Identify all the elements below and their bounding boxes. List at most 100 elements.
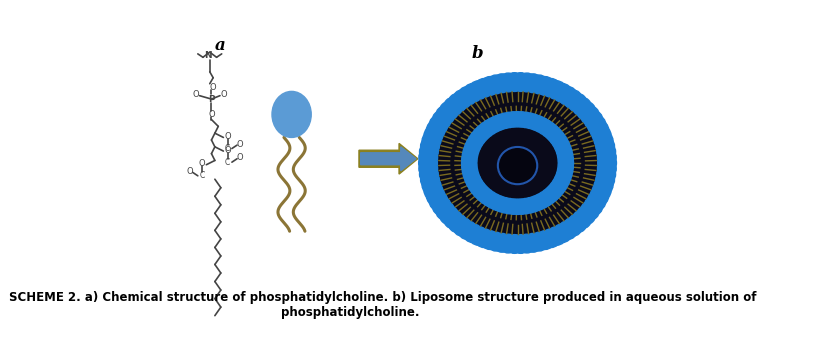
Ellipse shape [568, 214, 587, 232]
Ellipse shape [420, 137, 439, 156]
Ellipse shape [580, 201, 599, 220]
Ellipse shape [597, 142, 616, 161]
Ellipse shape [511, 235, 530, 253]
Text: O: O [224, 132, 231, 141]
Ellipse shape [429, 192, 448, 210]
Ellipse shape [534, 117, 549, 133]
Ellipse shape [475, 229, 493, 248]
Ellipse shape [420, 165, 438, 184]
Ellipse shape [541, 189, 557, 204]
Ellipse shape [572, 210, 591, 229]
Ellipse shape [432, 111, 451, 130]
Ellipse shape [558, 152, 573, 167]
Ellipse shape [596, 137, 614, 156]
Text: phosphatidylcholine.: phosphatidylcholine. [281, 306, 420, 319]
Ellipse shape [461, 155, 477, 171]
Ellipse shape [594, 176, 613, 195]
Ellipse shape [469, 81, 488, 100]
Text: a: a [214, 37, 225, 54]
Ellipse shape [549, 180, 565, 196]
Ellipse shape [536, 77, 555, 95]
Ellipse shape [419, 159, 438, 178]
Ellipse shape [598, 154, 617, 173]
Ellipse shape [444, 97, 462, 116]
Ellipse shape [526, 196, 542, 212]
Ellipse shape [465, 170, 479, 186]
Ellipse shape [592, 181, 611, 200]
Text: O: O [224, 146, 231, 155]
Ellipse shape [511, 73, 530, 91]
Text: P: P [209, 95, 215, 104]
Ellipse shape [558, 155, 574, 171]
Ellipse shape [594, 131, 613, 150]
Ellipse shape [479, 122, 494, 137]
Ellipse shape [479, 189, 494, 204]
Ellipse shape [444, 210, 462, 229]
Ellipse shape [587, 192, 606, 210]
Ellipse shape [429, 116, 448, 134]
Ellipse shape [548, 81, 566, 100]
Ellipse shape [463, 167, 479, 182]
Ellipse shape [461, 152, 477, 167]
Ellipse shape [568, 93, 587, 112]
Ellipse shape [597, 165, 616, 184]
Ellipse shape [458, 87, 477, 105]
Ellipse shape [486, 117, 501, 133]
Ellipse shape [432, 197, 451, 215]
Ellipse shape [473, 127, 488, 143]
Ellipse shape [587, 116, 606, 134]
Text: SCHEME 2. a) Chemical structure of phosphatidylcholine. b) Liposome structure pr: SCHEME 2. a) Chemical structure of phosp… [8, 291, 756, 304]
Text: O: O [210, 83, 217, 92]
Ellipse shape [470, 180, 486, 196]
Ellipse shape [518, 112, 534, 128]
Ellipse shape [461, 159, 477, 174]
Ellipse shape [538, 191, 553, 206]
Ellipse shape [544, 125, 559, 140]
Ellipse shape [422, 131, 441, 150]
Ellipse shape [552, 134, 567, 149]
Ellipse shape [549, 130, 565, 145]
Ellipse shape [526, 114, 542, 130]
Ellipse shape [580, 106, 599, 125]
Ellipse shape [553, 137, 569, 152]
Ellipse shape [590, 187, 608, 205]
Ellipse shape [475, 79, 493, 97]
Ellipse shape [420, 142, 438, 161]
Ellipse shape [598, 159, 617, 178]
Ellipse shape [555, 140, 571, 156]
Ellipse shape [544, 186, 559, 202]
Ellipse shape [487, 232, 505, 251]
Ellipse shape [596, 170, 614, 189]
Ellipse shape [426, 78, 609, 248]
Ellipse shape [553, 224, 571, 243]
Text: O: O [220, 90, 227, 99]
Ellipse shape [493, 114, 509, 130]
Ellipse shape [563, 217, 582, 236]
Ellipse shape [493, 196, 509, 212]
Ellipse shape [557, 167, 572, 182]
Ellipse shape [555, 170, 571, 186]
Ellipse shape [517, 234, 536, 253]
Ellipse shape [514, 112, 530, 127]
FancyArrow shape [360, 147, 416, 171]
Ellipse shape [468, 134, 484, 149]
Ellipse shape [502, 199, 517, 214]
Ellipse shape [489, 195, 505, 210]
Ellipse shape [493, 74, 511, 93]
Ellipse shape [419, 148, 438, 167]
Ellipse shape [522, 197, 538, 213]
Text: O: O [199, 159, 205, 168]
Ellipse shape [590, 121, 608, 139]
Ellipse shape [542, 229, 561, 248]
Ellipse shape [463, 224, 482, 243]
Ellipse shape [465, 140, 479, 156]
Ellipse shape [557, 144, 572, 159]
Ellipse shape [524, 234, 543, 252]
Ellipse shape [547, 183, 562, 199]
Ellipse shape [538, 119, 553, 135]
Ellipse shape [439, 101, 458, 120]
Ellipse shape [466, 174, 481, 189]
Ellipse shape [557, 163, 573, 178]
Ellipse shape [498, 113, 513, 129]
Ellipse shape [530, 75, 548, 94]
